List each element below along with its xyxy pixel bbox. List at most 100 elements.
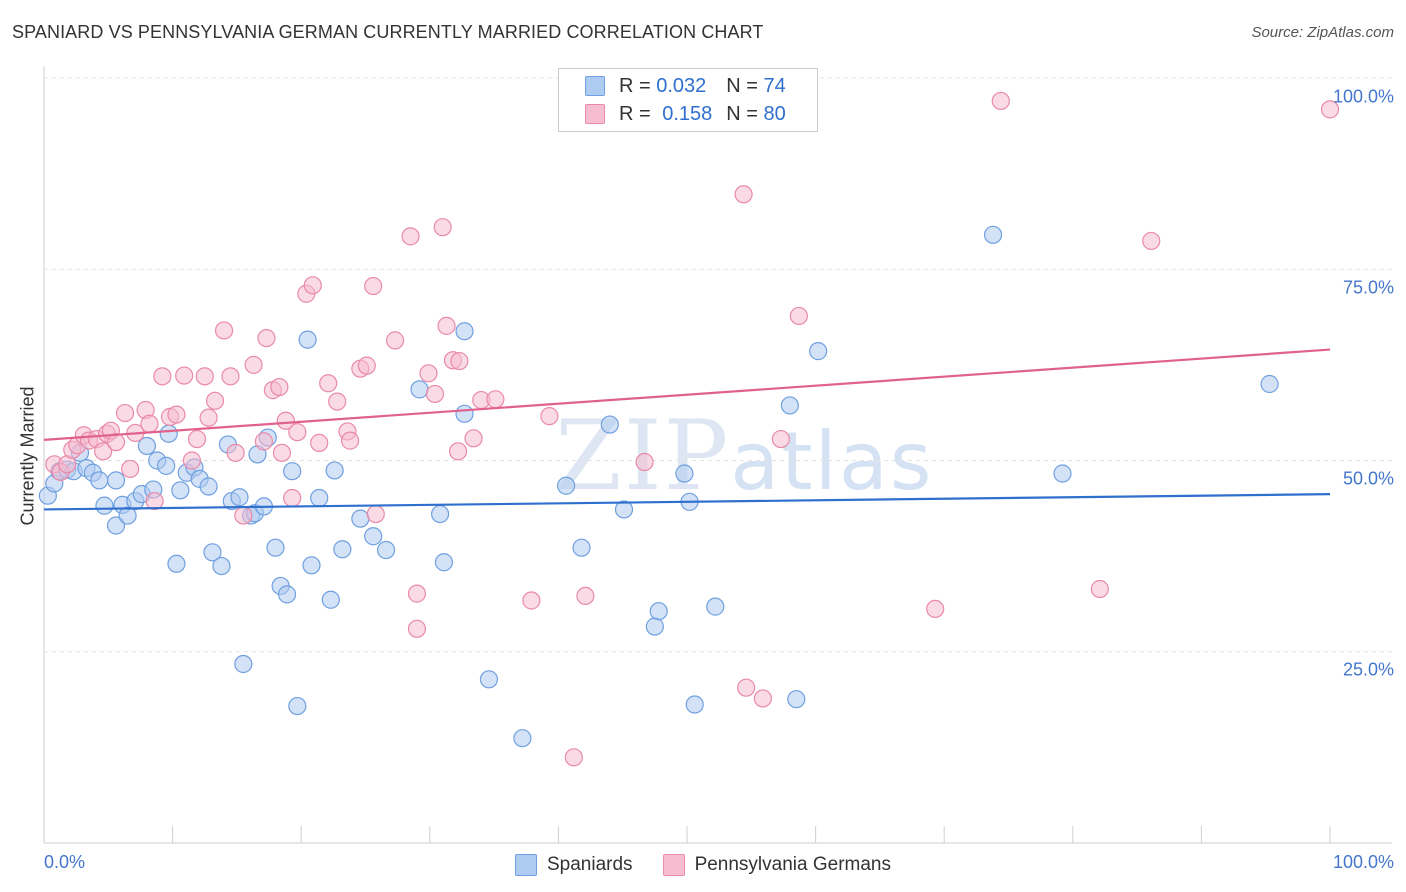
spaniard-point xyxy=(685,695,704,714)
legend-n-label: N = xyxy=(726,102,758,125)
spaniard-point xyxy=(645,617,664,636)
spaniard-point xyxy=(479,670,499,689)
spaniard-point xyxy=(410,380,429,399)
spaniard-point xyxy=(298,330,317,349)
stats-legend: R = 0.032 N = 74 R = 0.158 N = 80 xyxy=(558,68,818,132)
pennsylvania-german-point xyxy=(234,506,253,525)
pennsylvania-german-point xyxy=(254,432,274,451)
pennsylvania-german-point xyxy=(734,185,753,204)
pennsylvania-german-point xyxy=(576,586,595,606)
spaniard-point xyxy=(455,322,474,341)
spaniard-point xyxy=(557,476,576,495)
source-credit: Source: ZipAtlas.com xyxy=(1251,24,1394,41)
spaniard-point xyxy=(106,516,126,535)
legend-swatch xyxy=(662,854,685,876)
pennsylvania-german-point xyxy=(221,367,240,386)
spaniard-point xyxy=(310,488,329,508)
pennsylvania-german-point xyxy=(991,91,1010,111)
legend-n-value: 74 xyxy=(763,74,786,97)
pennsylvania-german-point xyxy=(303,276,322,295)
spaniard-point xyxy=(234,654,253,674)
spaniard-point xyxy=(167,554,186,573)
pennsylvania-german-point xyxy=(182,451,201,470)
legend-label: Spaniards xyxy=(547,854,633,875)
pennsylvania-german-point xyxy=(226,443,245,462)
y-tick-label-75: 75.0% xyxy=(1342,277,1394,298)
spaniard-point xyxy=(1053,464,1072,483)
spaniard-point xyxy=(675,464,694,483)
spaniard-point xyxy=(434,553,454,572)
spaniard-point xyxy=(364,527,383,546)
spaniard-point xyxy=(649,602,668,621)
spaniard-point xyxy=(283,462,302,481)
spaniard-point xyxy=(572,538,591,557)
pennsylvania-german-point xyxy=(214,321,234,340)
pennsylvania-german-point xyxy=(319,374,338,393)
pennsylvania-german-point xyxy=(94,442,113,461)
pennsylvania-german-point xyxy=(270,377,289,397)
legend-n-label: N = xyxy=(726,74,758,97)
legend-label: Pennsylvania Germans xyxy=(694,854,891,875)
pennsylvania-german-point xyxy=(486,390,505,409)
spaniard-point xyxy=(321,590,340,609)
spaniard-point xyxy=(266,538,285,557)
pennsylvania-german-point xyxy=(310,433,329,453)
spaniard-point xyxy=(1260,374,1279,394)
spaniard-point xyxy=(171,481,190,500)
spaniard-point xyxy=(600,415,619,434)
pennsylvania-german-point xyxy=(340,431,360,450)
legend-r-value: 0.158 xyxy=(662,102,713,125)
spaniard-point xyxy=(333,540,352,559)
spaniard-point xyxy=(787,690,806,709)
legend-swatch-spaniards xyxy=(585,76,605,96)
pennsylvania-german-point xyxy=(635,452,654,472)
y-axis-label: Currently Married xyxy=(17,386,38,526)
pennsylvania-german-point xyxy=(425,384,445,404)
pennsylvania-german-point xyxy=(276,411,295,430)
spaniard-point xyxy=(706,597,725,616)
pennsylvania-german-point xyxy=(433,218,452,237)
spaniard-point xyxy=(376,540,396,560)
legend-r-value: 0.032 xyxy=(656,74,707,97)
spaniard-point xyxy=(159,424,178,443)
pennsylvania-german-point xyxy=(522,591,541,610)
pennsylvania-german-point xyxy=(1320,100,1340,119)
legend-swatch xyxy=(515,854,537,876)
pennsylvania-german-point xyxy=(1142,231,1161,251)
spaniard-point xyxy=(230,488,249,507)
pennsylvania-german-point xyxy=(195,367,214,386)
y-tick-label-100: 100.0% xyxy=(1332,86,1394,107)
pennsylvania-german-point xyxy=(357,356,376,375)
spaniard-point xyxy=(430,504,450,524)
pennsylvania-german-point xyxy=(187,429,207,449)
pennsylvania-german-point xyxy=(366,504,385,524)
pennsylvania-german-point xyxy=(448,442,468,461)
pennsylvania-german-point xyxy=(244,355,263,374)
pennsylvania-german-point xyxy=(288,423,307,442)
pennsylvania-german-point xyxy=(789,306,808,326)
pennsylvania-german-point xyxy=(272,443,292,462)
spaniard-point xyxy=(983,225,1003,244)
watermark-atlas: atlas xyxy=(730,415,934,508)
spaniard-point xyxy=(351,509,370,528)
spaniard-point xyxy=(203,543,222,562)
spaniard-point xyxy=(199,477,218,496)
pennsylvania-german-point xyxy=(140,414,159,433)
spaniard-point xyxy=(288,696,307,716)
axes xyxy=(43,66,1392,844)
legend-item-spaniards: Spaniards xyxy=(515,854,633,876)
spaniards-trend-line xyxy=(43,493,1331,511)
legend-swatch-pennsylvania-germans xyxy=(585,104,605,124)
pennsylvania-german-point xyxy=(283,488,302,508)
legend-r-label: R = xyxy=(619,74,651,97)
pennsylvania-german-point xyxy=(153,367,172,386)
pennsylvania-german-point xyxy=(199,408,218,427)
legend-row-spaniards: R = 0.032 N = 74 xyxy=(585,73,786,99)
pennsylvania-german-point xyxy=(437,316,456,335)
pennsylvania-german-point xyxy=(364,276,383,296)
spaniard-point xyxy=(325,461,344,480)
series-legend: Spaniards Pennsylvania Germans xyxy=(0,852,1406,878)
pennsylvania-german-point xyxy=(1090,579,1109,599)
pennsylvania-german-point xyxy=(464,429,483,448)
